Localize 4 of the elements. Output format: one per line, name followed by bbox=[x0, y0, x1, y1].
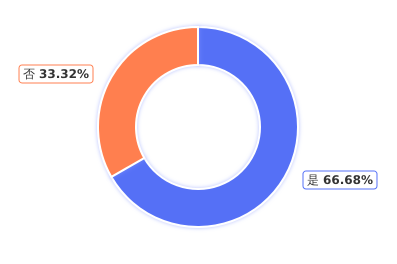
data-label: 33.32% bbox=[39, 66, 89, 81]
data-label: 66.68% bbox=[323, 173, 373, 188]
slice-label: 否 bbox=[23, 66, 36, 81]
slice-label: 是 bbox=[307, 173, 319, 188]
